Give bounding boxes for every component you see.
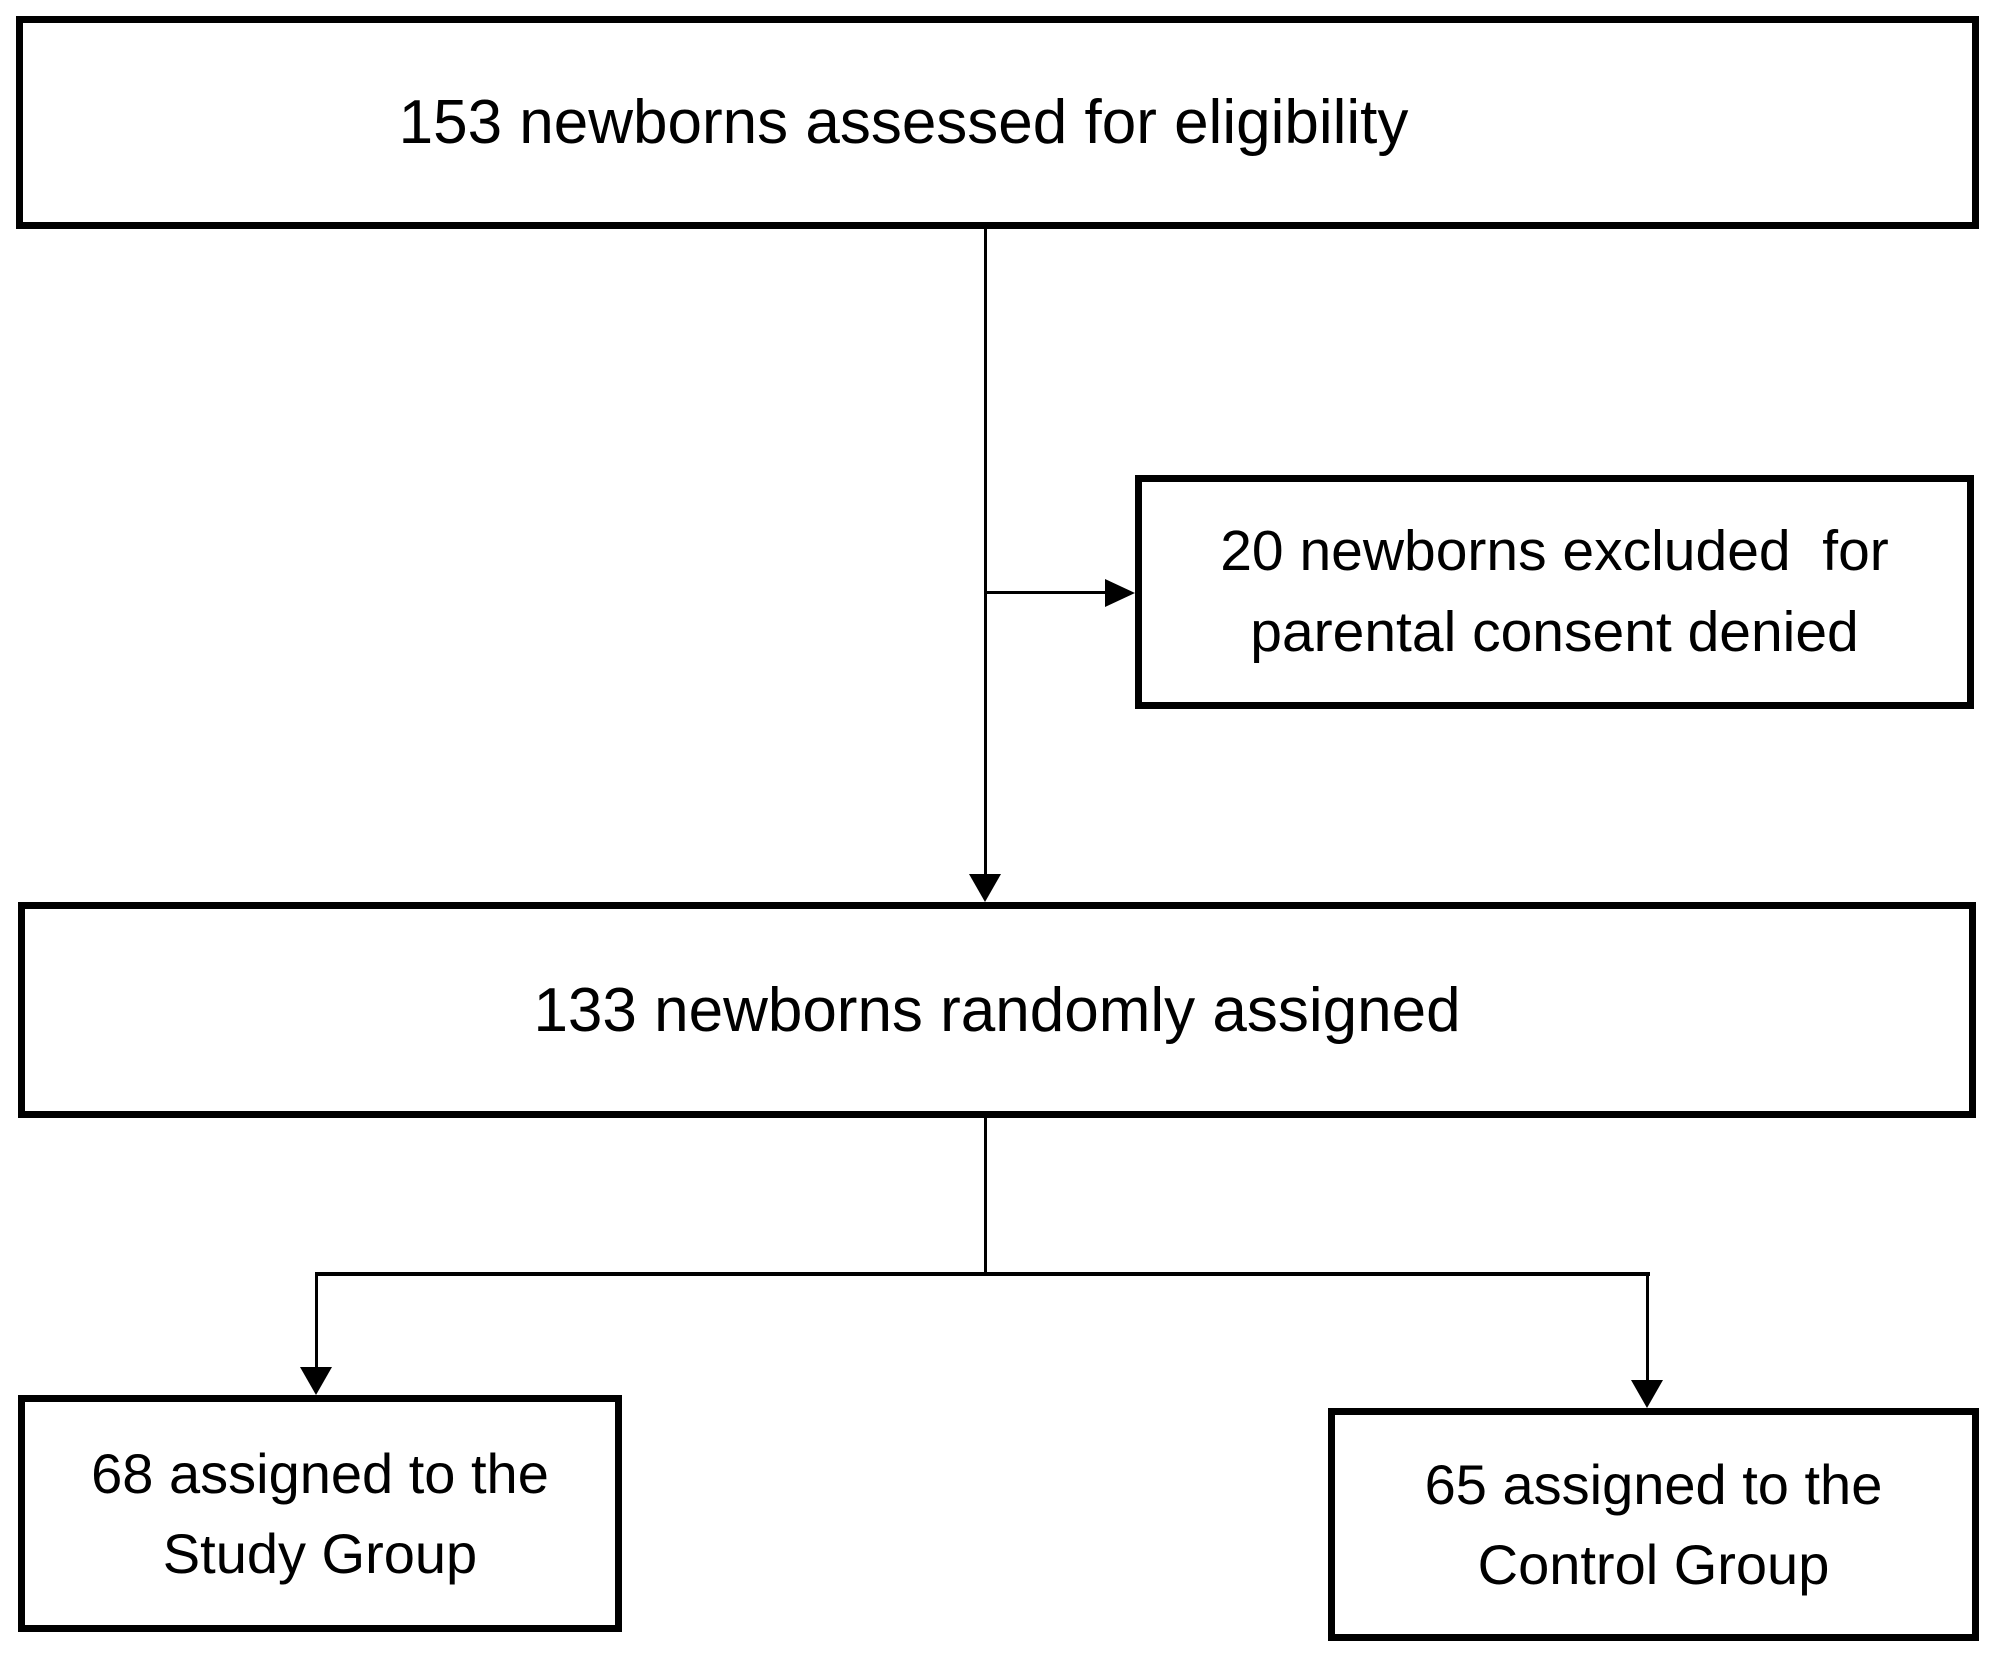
node-excluded-line1: 20 newborns excluded for	[1220, 519, 1889, 584]
connector-randomized-stem	[984, 1117, 987, 1275]
arrow-down-icon	[300, 1367, 332, 1395]
node-control-group-line1: 65 assigned to the	[1424, 1452, 1883, 1516]
node-eligibility: 153 newborns assessed for eligibility	[16, 16, 1979, 229]
node-control-group-line2: Control Group	[1477, 1532, 1830, 1596]
connector-randomized-control	[1646, 1272, 1649, 1381]
node-eligibility-label: 153 newborns assessed for eligibility	[398, 88, 1409, 157]
node-study-group-line2: Study Group	[162, 1521, 478, 1585]
connector-randomized-study	[315, 1272, 318, 1368]
arrow-down-icon	[1631, 1380, 1663, 1408]
connector-eligibility-randomized	[984, 228, 987, 876]
node-randomized-label: 133 newborns randomly assigned	[533, 975, 1461, 1045]
arrow-down-icon	[969, 874, 1001, 902]
node-excluded: 20 newborns excluded for parental consen…	[1135, 475, 1974, 709]
arrow-right-icon	[1105, 579, 1135, 607]
connector-eligibility-excluded	[985, 591, 1107, 594]
node-study-group-line1: 68 assigned to the	[91, 1441, 549, 1505]
node-randomized: 133 newborns randomly assigned	[18, 902, 1976, 1118]
node-control-group: 65 assigned to the Control Group	[1328, 1408, 1979, 1641]
node-study-group: 68 assigned to the Study Group	[18, 1395, 622, 1632]
node-excluded-line2: parental consent denied	[1250, 600, 1859, 664]
connector-branch-horizontal	[315, 1272, 1650, 1276]
